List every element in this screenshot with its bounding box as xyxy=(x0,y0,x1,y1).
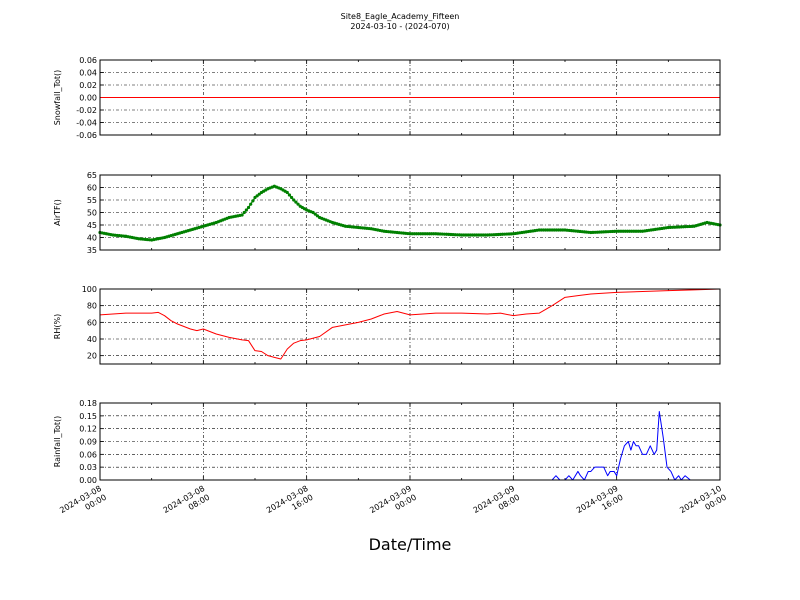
data-point xyxy=(246,205,251,210)
y-tick-label: 0.06 xyxy=(79,56,97,65)
y-tick-label: 0.03 xyxy=(79,463,97,472)
y-tick-label: 35 xyxy=(87,246,97,255)
data-point xyxy=(292,198,296,202)
data-point xyxy=(253,195,257,200)
data-point xyxy=(249,202,253,206)
y-tick-label: 0.00 xyxy=(79,94,97,103)
data-point xyxy=(315,214,320,218)
y-tick-label: -0.04 xyxy=(76,119,97,128)
y-tick-label: 55 xyxy=(87,196,97,205)
y-tick-label: 0.02 xyxy=(79,81,97,90)
y-tick-label: 50 xyxy=(87,209,97,218)
axes-frame xyxy=(99,174,721,251)
x-axis-label: Date/Time xyxy=(369,535,452,554)
data-point xyxy=(290,195,294,200)
y-tick-label: 0.06 xyxy=(79,450,97,459)
y-axis-label: AirTF() xyxy=(53,199,62,226)
data-point xyxy=(285,190,289,195)
data-point xyxy=(251,199,255,203)
subplot-3: 20 40 60 80 100 RH(%) xyxy=(53,285,721,365)
chart-subtitle: 2024-03-10 - (2024-070) xyxy=(350,22,449,31)
axes-frame xyxy=(99,59,721,136)
axes-frame xyxy=(99,288,721,365)
data-point xyxy=(255,194,259,198)
y-tick-label: 0.09 xyxy=(79,438,97,447)
y-tick-label: -0.06 xyxy=(76,131,97,140)
data-point xyxy=(257,192,261,196)
axes-frame xyxy=(99,402,721,481)
chart-title: Site8_Eagle_Academy_Fifteen xyxy=(341,12,460,21)
y-tick-label: 40 xyxy=(87,234,97,243)
data-point xyxy=(294,200,298,204)
y-tick-label: 0.15 xyxy=(79,412,97,421)
y-tick-label: 0.04 xyxy=(79,69,97,78)
y-tick-label: -0.02 xyxy=(76,106,97,115)
subplots: -0.06 -0.04 -0.02 0.00 0.02 0.04 0.06 Snowfall_… xyxy=(53,56,722,485)
data-point xyxy=(296,202,300,206)
subplot-2: 35 40 45 50 55 60 65 AirTF() xyxy=(53,171,722,255)
data-point xyxy=(313,212,317,216)
series-line xyxy=(100,411,720,481)
data-point xyxy=(287,193,292,197)
y-tick-label: 80 xyxy=(87,302,97,311)
y-tick-label: 60 xyxy=(87,318,97,327)
y-tick-label: 0.18 xyxy=(79,399,97,408)
y-tick-label: 0.00 xyxy=(79,476,97,485)
y-tick-label: 100 xyxy=(82,285,97,294)
y-axis-label: RH(%) xyxy=(53,314,62,339)
subplot-4: 0.00 0.03 0.06 0.09 0.12 0.15 0.18 Rainfall_Tot… xyxy=(53,399,721,485)
y-tick-label: 20 xyxy=(87,352,97,361)
y-tick-label: 40 xyxy=(87,335,97,344)
subplot-1: -0.06 -0.04 -0.02 0.00 0.02 0.04 0.06 Snowfall_… xyxy=(53,56,721,140)
y-tick-label: 45 xyxy=(87,221,97,230)
y-tick-label: 0.12 xyxy=(79,425,97,434)
data-point xyxy=(244,208,248,212)
data-point xyxy=(242,210,246,215)
data-point xyxy=(311,210,315,215)
series-line xyxy=(99,288,721,360)
y-axis-label: Rainfall_Tot() xyxy=(53,416,62,468)
data-point xyxy=(240,213,244,217)
y-tick-label: 65 xyxy=(87,171,97,180)
y-tick-label: 60 xyxy=(87,184,97,193)
y-axis-label: Snowfall_Tot() xyxy=(53,70,62,126)
